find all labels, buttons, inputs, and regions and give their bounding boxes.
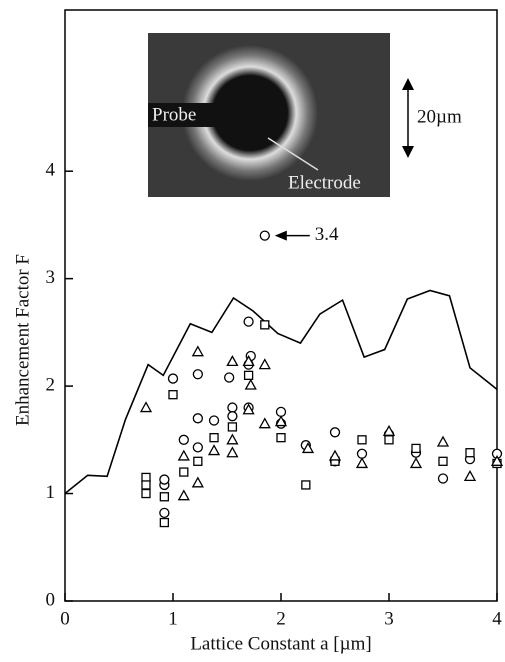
inset-label: Probe xyxy=(152,104,196,125)
line xyxy=(64,289,498,495)
point xyxy=(141,488,151,499)
y-tick-label: 4 xyxy=(46,160,56,181)
point xyxy=(437,473,449,484)
point xyxy=(436,435,450,447)
point xyxy=(382,424,396,436)
point xyxy=(384,435,394,445)
point xyxy=(192,442,203,453)
point xyxy=(168,390,178,400)
point xyxy=(192,369,203,380)
point xyxy=(301,442,315,454)
y-tick-label: 3 xyxy=(46,267,56,288)
point xyxy=(438,456,448,466)
point xyxy=(226,355,239,367)
point xyxy=(258,358,271,370)
y-tick-label: 2 xyxy=(46,374,56,395)
point xyxy=(356,448,368,459)
point xyxy=(258,417,271,429)
point xyxy=(276,433,286,443)
point xyxy=(159,507,170,519)
point xyxy=(463,470,477,482)
inset-pointer xyxy=(267,137,319,171)
x-tick-label: 4 xyxy=(492,608,502,629)
point xyxy=(243,316,254,327)
point xyxy=(226,446,239,458)
x-tick-label: 3 xyxy=(384,608,394,629)
point xyxy=(242,355,255,367)
point xyxy=(355,457,369,469)
x-tick-label: 1 xyxy=(168,608,178,629)
y-axis-label: Enhancement Factor F xyxy=(12,254,33,426)
point xyxy=(191,476,204,488)
point xyxy=(260,320,270,330)
point xyxy=(159,517,170,528)
point xyxy=(328,449,342,461)
point xyxy=(274,415,288,427)
point xyxy=(409,457,423,469)
annotation-label: 3.4 xyxy=(315,224,339,245)
point xyxy=(224,372,235,383)
point xyxy=(167,373,179,384)
point xyxy=(227,422,238,432)
point xyxy=(141,472,151,483)
inset-label: Electrode xyxy=(288,172,361,193)
point xyxy=(159,474,170,485)
point xyxy=(159,492,170,502)
inset-probe xyxy=(148,103,233,127)
point xyxy=(178,434,189,445)
point xyxy=(244,378,257,390)
point xyxy=(465,448,475,458)
x-tick-label: 2 xyxy=(276,608,286,629)
point xyxy=(207,444,221,456)
point xyxy=(301,480,311,490)
point xyxy=(179,467,189,477)
point xyxy=(141,480,151,490)
point xyxy=(209,433,219,443)
point xyxy=(411,443,421,454)
point xyxy=(193,456,203,466)
point xyxy=(227,411,238,422)
point xyxy=(242,403,255,415)
point xyxy=(243,370,254,380)
y-tick-label: 0 xyxy=(46,589,56,610)
point xyxy=(227,402,238,413)
point xyxy=(357,435,367,445)
point xyxy=(275,406,287,418)
point xyxy=(329,427,341,438)
y-tick-label: 1 xyxy=(46,482,56,503)
point xyxy=(490,454,504,466)
point xyxy=(177,449,190,461)
annotation-arrowhead xyxy=(274,230,287,241)
point xyxy=(208,415,220,426)
point xyxy=(191,345,204,357)
point xyxy=(177,489,190,501)
x-axis-label: Lattice Constant a [µm] xyxy=(190,633,371,654)
point xyxy=(192,413,203,424)
point xyxy=(226,433,239,445)
point xyxy=(139,401,153,413)
point xyxy=(259,230,270,241)
x-tick-label: 0 xyxy=(60,608,70,629)
scale-label: 20µm xyxy=(417,106,462,127)
inset-ring xyxy=(182,45,318,181)
